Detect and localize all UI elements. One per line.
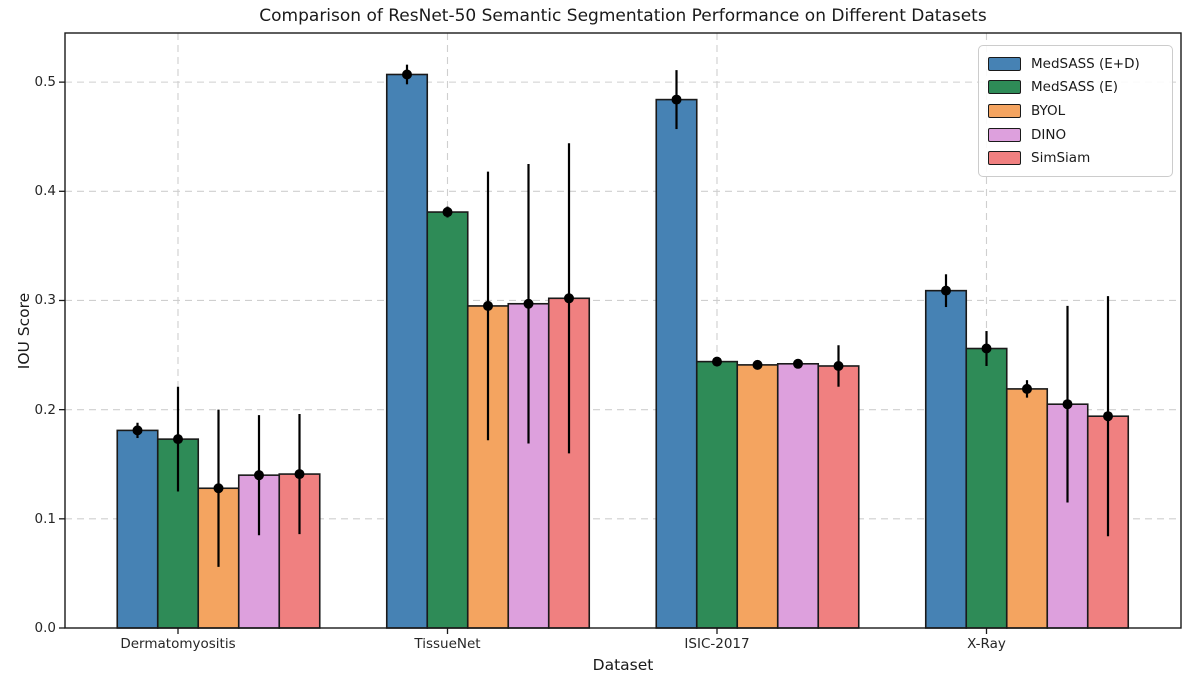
legend-swatch-dino (988, 127, 1021, 142)
mean-marker-medsass-e-d-x-ray (941, 285, 951, 296)
legend-label-simsiam: SimSiam (1031, 150, 1091, 167)
mean-marker-medsass-e-d-isic-2017 (671, 94, 682, 105)
x-tick-label-x-ray: X-Ray (967, 636, 1006, 652)
legend-item-medsass-e-d: MedSASS (E+D) (979, 56, 1172, 72)
legend-label-medsass-e: MedSASS (E) (1031, 79, 1119, 96)
mean-marker-simsiam-isic-2017 (833, 360, 844, 371)
mean-marker-byol-x-ray (1022, 383, 1032, 394)
mean-marker-medsass-e-d-dermatomyositis (132, 425, 143, 436)
bar-medsass-e-x-ray (965, 347, 1008, 629)
legend-item-medsass-e: MedSASS (E) (979, 79, 1172, 95)
legend-swatch-simsiam (988, 151, 1021, 166)
legend-label-medsass-e-d: MedSASS (E+D) (1031, 55, 1140, 72)
x-tick-label-tissuenet: TissueNet (414, 636, 481, 652)
y-axis-label: IOU Score (15, 292, 33, 370)
mean-marker-byol-isic-2017 (752, 359, 763, 370)
y-tick-label-0.1: 0.1 (34, 510, 56, 527)
mean-marker-medsass-e-tissuenet (442, 207, 453, 218)
y-tick-label-0.3: 0.3 (34, 292, 56, 309)
bar-byol-isic-2017 (736, 364, 779, 629)
y-tick-label-0.5: 0.5 (34, 74, 56, 91)
mean-marker-dino-x-ray (1062, 399, 1073, 410)
mean-marker-simsiam-tissuenet (564, 293, 574, 304)
legend-item-byol: BYOL (979, 103, 1172, 119)
mean-marker-byol-dermatomyositis (213, 483, 224, 494)
x-tick-label-isic-2017: ISIC-2017 (684, 636, 750, 652)
mean-marker-simsiam-dermatomyositis (294, 469, 305, 480)
legend-swatch-medsass-e-d (988, 56, 1021, 71)
legend-swatch-medsass-e (988, 80, 1021, 95)
bar-medsass-e-d-tissuenet (385, 73, 429, 629)
x-axis-label: Dataset (592, 656, 654, 674)
mean-marker-byol-tissuenet (483, 300, 493, 311)
mean-marker-medsass-e-d-tissuenet (402, 69, 412, 80)
mean-marker-medsass-e-isic-2017 (712, 356, 722, 367)
y-tick-label-0.0: 0.0 (34, 620, 56, 636)
y-tick-label-0.2: 0.2 (34, 401, 56, 418)
y-tick-label-0.4: 0.4 (34, 183, 56, 200)
legend-label-byol: BYOL (1031, 102, 1066, 119)
legend-swatch-byol (988, 103, 1021, 118)
mean-marker-dino-tissuenet (523, 298, 534, 309)
bar-simsiam-isic-2017 (817, 365, 860, 629)
chart-title: Comparison of ResNet-50 Semantic Segment… (259, 6, 987, 26)
bar-medsass-e-d-x-ray (924, 289, 968, 629)
legend-item-dino: DINO (979, 127, 1172, 143)
legend-label-dino: DINO (1031, 126, 1067, 143)
mean-marker-dino-isic-2017 (793, 358, 803, 369)
mean-marker-medsass-e-x-ray (981, 343, 992, 354)
bar-medsass-e-tissuenet (426, 211, 469, 629)
plot-frame (64, 32, 1182, 629)
mean-marker-medsass-e-dermatomyositis (173, 434, 183, 445)
bar-medsass-e-d-isic-2017 (655, 98, 698, 629)
legend-item-simsiam: SimSiam (979, 150, 1172, 166)
x-tick-label-dermatomyositis: Dermatomyositis (120, 636, 236, 652)
mean-marker-dino-dermatomyositis (254, 470, 264, 481)
bar-medsass-e-d-dermatomyositis (116, 429, 159, 629)
bar-dino-isic-2017 (776, 362, 820, 629)
mean-marker-simsiam-x-ray (1103, 411, 1113, 422)
bar-byol-x-ray (1005, 388, 1049, 629)
legend: MedSASS (E+D) MedSASS (E) BYOL DINO SimSiam (978, 45, 1173, 177)
bar-medsass-e-isic-2017 (695, 360, 739, 629)
